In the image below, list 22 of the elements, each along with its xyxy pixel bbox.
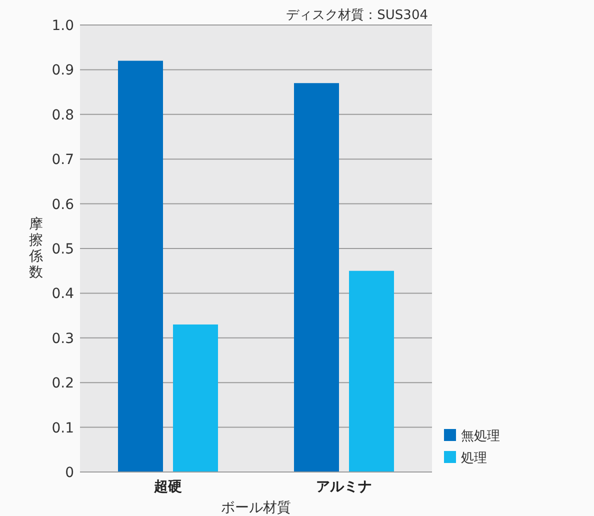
x-tick-label: 超硬 [153,479,182,495]
y-tick-label: 0.1 [52,420,74,436]
y-tick-label: 0.6 [52,196,74,213]
y-tick-label: 0 [65,465,74,481]
y-tick-label: 0.2 [52,376,74,392]
bar [118,60,163,472]
bar [294,83,339,472]
y-tick-label: 0.7 [52,152,74,168]
y-tick-label: 0.3 [52,330,74,347]
y-tick-label: 0.8 [52,107,74,124]
x-tick-label: アルミナ [316,479,372,495]
y-tick-label: 0.4 [52,286,74,302]
y-tick-label: 0.9 [52,62,74,79]
bar [173,324,218,472]
y-tick-label: 0.5 [52,242,74,258]
y-tick-label: 1.0 [52,18,74,34]
bar [349,270,394,472]
x-axis-title: ボール材質 [221,500,291,516]
legend-label: 無処理 [461,429,500,444]
legend-label: 処理 [461,451,487,466]
y-axis-title: 摩擦係数 [28,216,43,280]
text: ディスク材質：SUS304 [286,8,428,23]
